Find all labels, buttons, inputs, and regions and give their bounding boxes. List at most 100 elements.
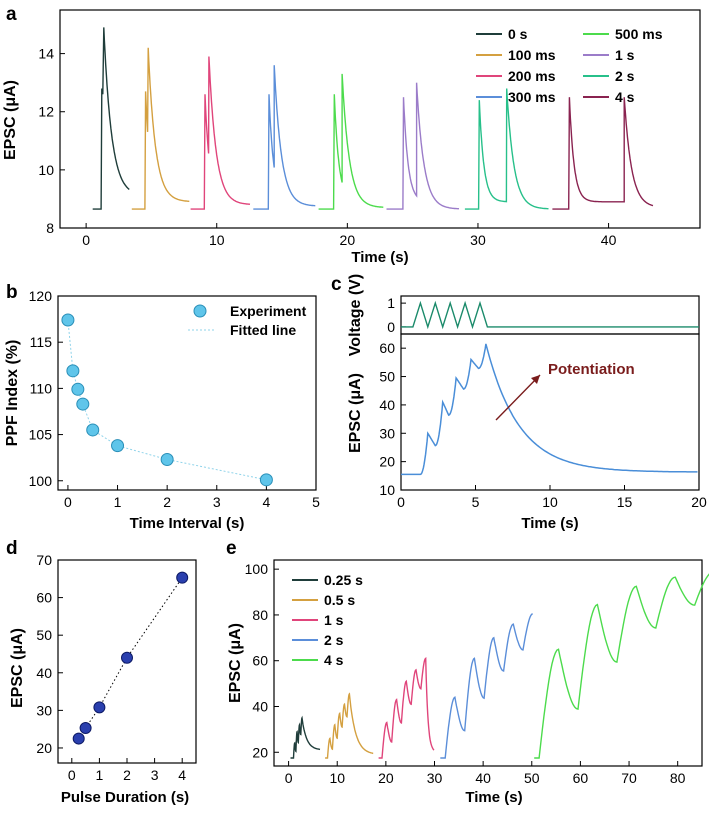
data-point bbox=[61, 313, 75, 327]
y-tick-label: 70 bbox=[36, 552, 52, 568]
x-tick-label: 0 bbox=[285, 770, 293, 786]
x-tick-label: 2 bbox=[123, 767, 131, 783]
x-tick-label: 60 bbox=[573, 770, 589, 786]
panel-d-chart: 0 1 2 3 4 20 30 40 50 60 70 EPSC (μA) Pulse Durati… bbox=[9, 552, 197, 806]
y-tick-label: 105 bbox=[29, 427, 53, 443]
series-line-025s bbox=[290, 715, 321, 759]
potentiation-label: Potentiation bbox=[548, 361, 635, 378]
data-point bbox=[111, 439, 125, 453]
x-tick-label: 5 bbox=[472, 494, 480, 510]
data-point bbox=[259, 473, 273, 487]
legend-label-05s: 0.5 s bbox=[324, 592, 355, 608]
series-line-2s bbox=[464, 88, 549, 210]
y-tick-label: 30 bbox=[379, 425, 395, 441]
x-tick-label: 30 bbox=[427, 770, 443, 786]
panel-d-ylabel: EPSC (μA) bbox=[9, 628, 26, 708]
legend-label-0s: 0 s bbox=[508, 26, 528, 42]
x-tick-label: 3 bbox=[213, 494, 221, 510]
panel-a-frame bbox=[59, 9, 701, 229]
x-tick-label: 10 bbox=[542, 494, 558, 510]
legend-label-025s: 0.25 s bbox=[324, 572, 363, 588]
data-point bbox=[76, 397, 90, 411]
series-line-0s bbox=[92, 27, 130, 210]
series-line-2s bbox=[440, 613, 533, 759]
y-tick-label: 115 bbox=[30, 334, 53, 350]
y-tick-label: 10 bbox=[38, 162, 54, 178]
y-tick-label: 60 bbox=[36, 590, 52, 606]
panel-b-legend: Experiment Fitted line bbox=[188, 303, 307, 338]
x-tick-label: 10 bbox=[329, 770, 345, 786]
panel-c-xlabel: Time (s) bbox=[521, 515, 578, 532]
legend-label-4s: 4 s bbox=[324, 652, 344, 668]
panel-c-top-frame bbox=[400, 295, 700, 335]
panel-label-e: e bbox=[226, 538, 237, 559]
data-point bbox=[86, 423, 100, 437]
y-tick-label: 1 bbox=[387, 295, 395, 311]
data-point bbox=[160, 453, 174, 467]
panel-b-ylabel: PPF Index (%) bbox=[4, 340, 21, 447]
data-point bbox=[93, 701, 106, 714]
fitted-line bbox=[67, 319, 267, 481]
x-tick-label: 40 bbox=[475, 770, 491, 786]
y-tick-label: 20 bbox=[379, 454, 395, 470]
panel-e-xlabel: Time (s) bbox=[465, 789, 522, 806]
x-tick-label: 20 bbox=[378, 770, 394, 786]
panel-b-xlabel: Time Interval (s) bbox=[130, 515, 245, 532]
x-tick-label: 1 bbox=[96, 767, 104, 783]
y-tick-label: 40 bbox=[252, 698, 268, 714]
x-tick-label: 20 bbox=[340, 232, 356, 248]
y-tick-label: 50 bbox=[36, 627, 52, 643]
series-line-1s bbox=[378, 657, 435, 759]
panel-label-b: b bbox=[6, 282, 18, 303]
x-tick-label: 0 bbox=[82, 232, 90, 248]
panel-a-ylabel: EPSC (μA) bbox=[2, 80, 19, 160]
panel-b-frame bbox=[57, 295, 317, 491]
legend-marker-experiment bbox=[193, 304, 207, 318]
x-tick-label: 40 bbox=[601, 232, 617, 248]
x-tick-label: 80 bbox=[670, 770, 686, 786]
data-point bbox=[79, 722, 92, 735]
y-tick-label: 14 bbox=[38, 46, 54, 62]
panel-a-xlabel: Time (s) bbox=[351, 249, 408, 266]
legend-label-1s: 1 s bbox=[324, 612, 344, 628]
y-tick-label: 0 bbox=[387, 319, 395, 335]
legend-experiment: Experiment bbox=[230, 303, 307, 319]
x-tick-label: 50 bbox=[524, 770, 540, 786]
panel-c-ylabel-top: Voltage (V) bbox=[347, 274, 364, 356]
x-tick-label: 3 bbox=[151, 767, 159, 783]
x-tick-label: 0 bbox=[68, 767, 76, 783]
data-point bbox=[71, 382, 85, 396]
y-tick-label: 40 bbox=[36, 665, 52, 681]
y-tick-label: 20 bbox=[36, 740, 52, 756]
x-tick-label: 4 bbox=[262, 494, 270, 510]
voltage-line bbox=[401, 300, 699, 330]
series-line-4s bbox=[552, 97, 654, 210]
x-tick-label: 30 bbox=[470, 232, 486, 248]
y-tick-label: 100 bbox=[29, 473, 53, 489]
series-line-1s bbox=[386, 82, 460, 210]
legend-label-2s: 2 s bbox=[615, 68, 635, 84]
panel-label-c: c bbox=[331, 274, 342, 295]
x-tick-label: 0 bbox=[397, 494, 405, 510]
legend-label-100ms: 100 ms bbox=[508, 47, 556, 63]
panel-d-xlabel: Pulse Duration (s) bbox=[61, 789, 189, 806]
y-tick-label: 8 bbox=[46, 220, 54, 236]
x-tick-label: 4 bbox=[178, 767, 186, 783]
y-tick-label: 50 bbox=[379, 369, 395, 385]
y-tick-label: 20 bbox=[252, 744, 268, 760]
panel-label-a: a bbox=[6, 4, 17, 25]
legend-label-300ms: 300 ms bbox=[508, 89, 556, 105]
x-tick-label: 1 bbox=[114, 494, 122, 510]
x-tick-label: 2 bbox=[163, 494, 171, 510]
x-tick-label: 70 bbox=[621, 770, 637, 786]
y-tick-label: 60 bbox=[252, 653, 268, 669]
x-tick-label: 5 bbox=[312, 494, 320, 510]
potentiation-arrow bbox=[495, 374, 541, 421]
series-line-100ms bbox=[131, 47, 190, 210]
panel-e-frame bbox=[273, 559, 703, 767]
panel-e-chart: 0 10 20 30 40 50 60 70 80 20 40 60 80 100 0.25 s 0.5 s… bbox=[227, 559, 709, 806]
panel-b-chart: 0 1 2 3 4 5 100 105 110 115 120 Experiment Fitted … bbox=[4, 288, 320, 532]
legend-label-200ms: 200 ms bbox=[508, 68, 556, 84]
panel-c-bottom-frame bbox=[400, 333, 700, 491]
panel-label-d: d bbox=[6, 538, 18, 559]
